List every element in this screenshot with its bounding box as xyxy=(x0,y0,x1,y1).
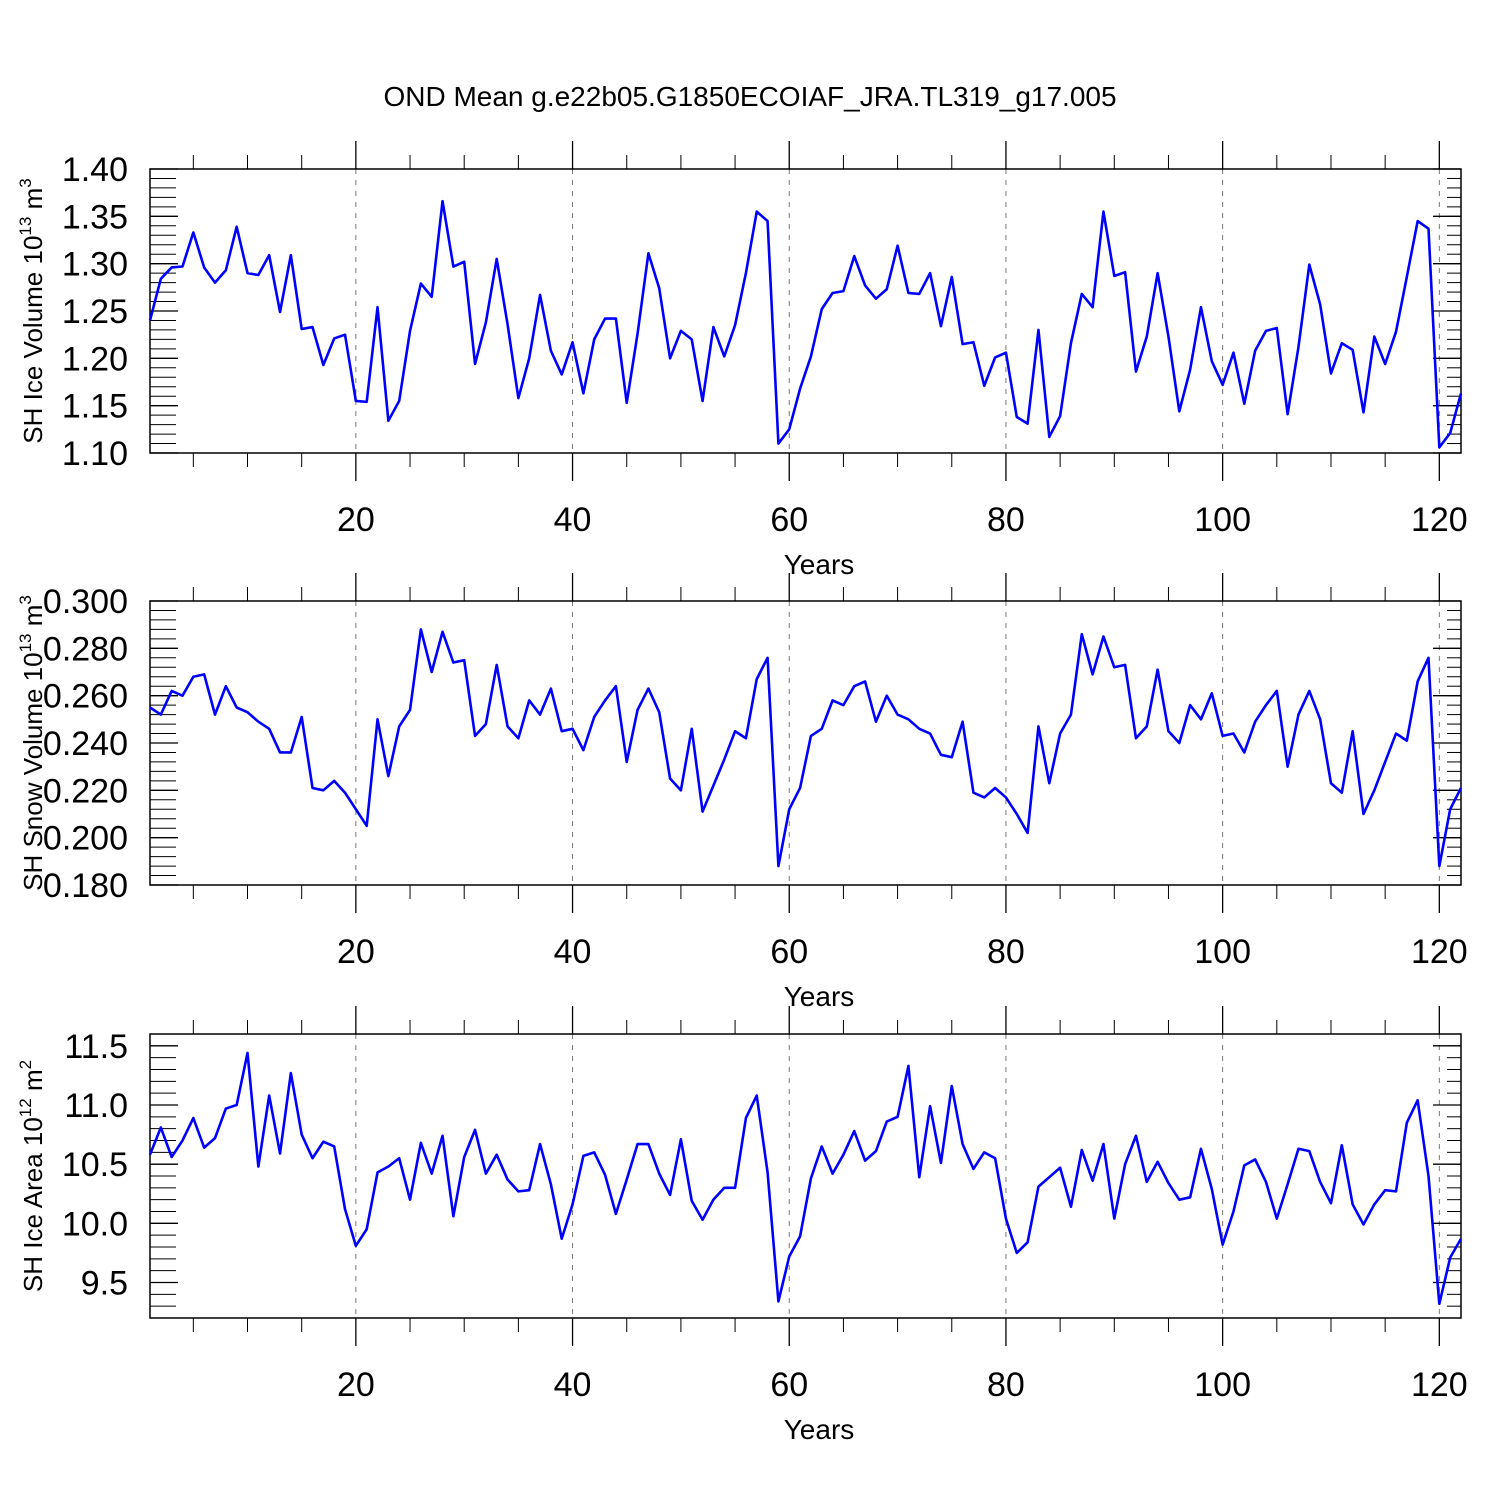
series-line-ice-area xyxy=(148,1051,1463,1306)
series-line-ice-volume xyxy=(148,199,1463,449)
y-tick-label: 11.5 xyxy=(64,1028,128,1066)
y-axis-label: SH Ice Area 1012 m2 xyxy=(16,1060,48,1292)
y-tick-label: 1.20 xyxy=(62,340,128,378)
y-tick-label: 1.10 xyxy=(62,435,128,473)
y-axis-label-main: SH Snow Volume 10 xyxy=(18,652,48,890)
y-axis-label-unit: m xyxy=(18,188,48,217)
x-tick-label: 80 xyxy=(987,501,1025,539)
chart-title: OND Mean g.e22b05.G1850ECOIAF_JRA.TL319_… xyxy=(383,81,1116,112)
y-tick-label: 1.35 xyxy=(62,198,128,236)
x-tick-label: 100 xyxy=(1194,1366,1251,1404)
x-tick-label: 20 xyxy=(337,1366,375,1404)
y-tick-label: 10.5 xyxy=(62,1146,128,1184)
y-axis-label-unit: m xyxy=(18,605,48,634)
x-tick-label: 60 xyxy=(770,933,808,971)
x-tick-label: 80 xyxy=(987,933,1025,971)
x-tick-label: 40 xyxy=(554,501,592,539)
y-axis-label-exp: 13 xyxy=(16,217,35,236)
x-tick-label: 120 xyxy=(1411,933,1468,971)
x-tick-label: 40 xyxy=(554,1366,592,1404)
y-tick-label: 1.30 xyxy=(62,246,128,284)
y-axis-label: SH Ice Volume 1013 m3 xyxy=(16,178,48,443)
x-tick-label: 60 xyxy=(770,1366,808,1404)
y-axis-label-exp: 13 xyxy=(16,633,35,652)
y-tick-label: 1.15 xyxy=(62,388,128,426)
x-tick-label: 100 xyxy=(1194,933,1251,971)
x-axis-label: Years xyxy=(784,549,855,580)
y-tick-label: 1.25 xyxy=(62,293,128,331)
x-tick-label: 40 xyxy=(554,933,592,971)
panels: 20 40 60 80 100 120 Years 1.10 1.15 1.20 1.25 1.30 1… xyxy=(16,141,1468,1445)
y-axis-label-unit: m xyxy=(18,1069,48,1098)
y-tick-label: 0.280 xyxy=(43,630,128,668)
x-tick-label: 120 xyxy=(1411,1366,1468,1404)
panel-snow-volume: 20 40 60 80 100 120 Years 0.180 0.200 0.220 0.240 0… xyxy=(16,573,1468,1012)
x-axis-label: Years xyxy=(784,1414,855,1445)
x-axis-label: Years xyxy=(784,981,855,1012)
y-tick-label: 0.240 xyxy=(43,725,128,763)
y-axis-label-main: SH Ice Volume 10 xyxy=(18,236,48,444)
x-tick-label: 60 xyxy=(770,501,808,539)
y-tick-label: 0.300 xyxy=(43,583,128,621)
panel-ice-volume: 20 40 60 80 100 120 Years 1.10 1.15 1.20 1.25 1.30 1… xyxy=(16,141,1468,580)
y-tick-label: 0.220 xyxy=(43,772,128,810)
x-tick-label: 80 xyxy=(987,1366,1025,1404)
y-axis-label: SH Snow Volume 1013 m3 xyxy=(16,595,48,891)
y-axis-label-unit-exp: 3 xyxy=(16,178,35,187)
x-tick-label: 120 xyxy=(1411,501,1468,539)
y-tick-label: 0.260 xyxy=(43,678,128,716)
y-tick-label: 0.200 xyxy=(43,820,128,858)
y-tick-label: 11.0 xyxy=(64,1087,128,1125)
x-tick-label: 100 xyxy=(1194,501,1251,539)
panel-ice-area: 20 40 60 80 100 120 Years 9.5 10.0 10.5 11.0 11.5 SH… xyxy=(16,1006,1468,1445)
y-axis-label-unit-exp: 3 xyxy=(16,595,35,604)
x-tick-label: 20 xyxy=(337,501,375,539)
x-tick-label: 20 xyxy=(337,933,375,971)
y-axis-label-main: SH Ice Area 10 xyxy=(18,1117,48,1292)
y-axis-label-exp: 12 xyxy=(16,1098,35,1117)
series-line-snow-volume xyxy=(149,628,1463,868)
y-axis-label-unit-exp: 2 xyxy=(16,1060,35,1069)
y-tick-label: 9.5 xyxy=(81,1265,128,1303)
y-tick-label: 0.180 xyxy=(43,867,128,905)
y-tick-label: 1.40 xyxy=(62,151,128,189)
y-tick-label: 10.0 xyxy=(62,1205,128,1243)
